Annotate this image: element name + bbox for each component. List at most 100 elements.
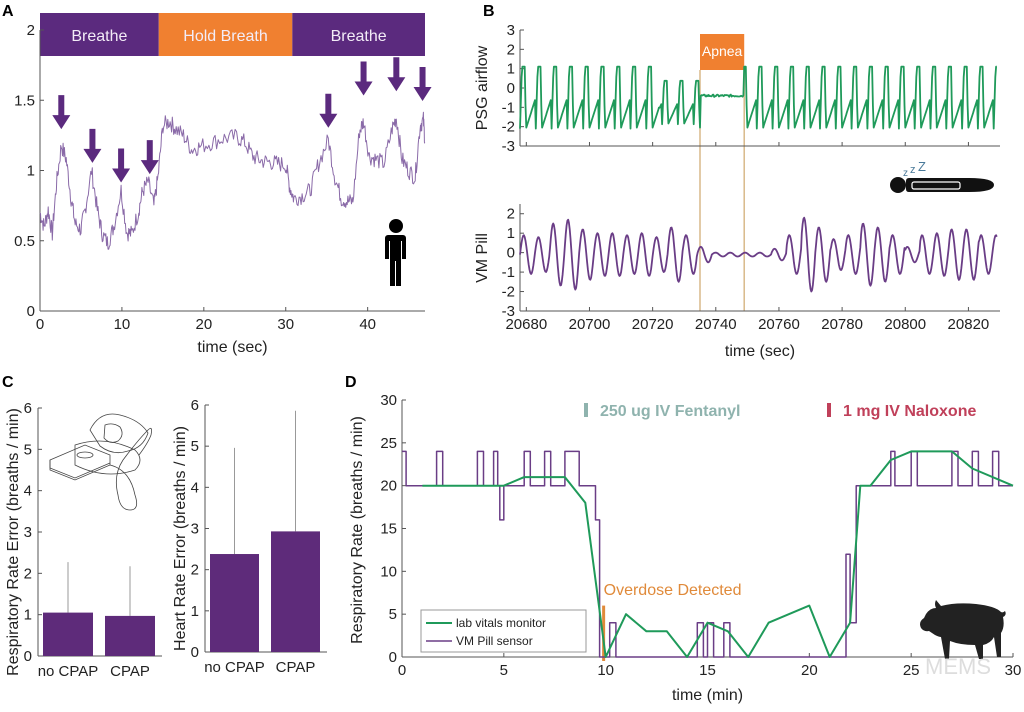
panel-label-a: A bbox=[2, 3, 14, 20]
x-tick-label: 30 bbox=[1005, 662, 1022, 679]
y-tick-label: 20 bbox=[380, 478, 397, 495]
y-tick-label: 0 bbox=[27, 303, 35, 320]
fentanyl-label: 250 ug IV Fentanyl bbox=[600, 403, 740, 420]
phase-label: Hold Breath bbox=[183, 28, 268, 45]
x-tick-label: 5 bbox=[500, 662, 508, 679]
x-tick-label: no CPAP bbox=[38, 663, 99, 680]
y-tick-label: -3 bbox=[502, 138, 515, 155]
y-tick-label: 1 bbox=[507, 61, 515, 78]
y-axis-title-vmpill: VM Pill bbox=[474, 233, 491, 283]
y-tick-label: 2 bbox=[507, 206, 515, 223]
x-tick-label: 20700 bbox=[569, 316, 611, 333]
svg-text:z: z bbox=[910, 164, 916, 176]
legend-box bbox=[420, 609, 587, 653]
x-tick-label: 20 bbox=[801, 662, 818, 679]
y-axis-title: Respiratory Rate Error (breaths / min) bbox=[5, 408, 22, 676]
x-tick-label: CPAP bbox=[110, 663, 150, 680]
bar bbox=[271, 531, 320, 652]
x-tick-label: 20780 bbox=[821, 316, 863, 333]
apnea-label: Apnea bbox=[702, 43, 743, 59]
x-tick-label: 15 bbox=[699, 662, 716, 679]
panel-label-c: C bbox=[2, 374, 14, 391]
y-tick-label: 2 bbox=[27, 22, 35, 39]
y-tick-label: 0.5 bbox=[14, 233, 35, 250]
x-tick-label: 20760 bbox=[758, 316, 800, 333]
naloxone-label: 1 mg IV Naloxone bbox=[843, 403, 976, 420]
arrow-marker bbox=[112, 148, 131, 183]
apnea-box bbox=[700, 34, 745, 70]
standing-person-icon bbox=[385, 219, 406, 286]
y-tick-label: 3 bbox=[24, 524, 32, 541]
legend-label-pill: VM Pill sensor bbox=[456, 634, 533, 648]
x-tick-label: 40 bbox=[359, 316, 376, 333]
x-tick-label: 0 bbox=[36, 316, 44, 333]
cpap-patient-illustration bbox=[49, 413, 152, 511]
y-tick-label: 5 bbox=[191, 438, 199, 455]
y-tick-label: 1.5 bbox=[14, 92, 35, 109]
y-tick-label: -3 bbox=[502, 303, 515, 320]
psg-airflow-line bbox=[519, 65, 997, 130]
x-tick-label: CPAP bbox=[276, 659, 316, 676]
y-tick-label: 1 bbox=[24, 607, 32, 624]
x-tick-label: 10 bbox=[597, 662, 614, 679]
naloxone-marker bbox=[827, 403, 831, 417]
x-axis-title: time (sec) bbox=[725, 343, 795, 360]
x-tick-label: 10 bbox=[114, 316, 131, 333]
watermark: MEMS bbox=[925, 654, 991, 679]
y-tick-label: 4 bbox=[24, 483, 32, 500]
panel-d: 0 5 10 15 20 25 30 0 5 10 15 20 25 30 Respiratory Rate… bbox=[349, 392, 1021, 704]
phase-label: Breathe bbox=[71, 28, 127, 45]
y-tick-label: -2 bbox=[502, 284, 515, 301]
phase-band bbox=[40, 13, 159, 56]
y-tick-label: 1 bbox=[27, 163, 35, 180]
y-tick-label: 1 bbox=[191, 603, 199, 620]
fentanyl-marker bbox=[584, 403, 588, 417]
phase-label: Breathe bbox=[331, 28, 387, 45]
x-tick-label: 20 bbox=[195, 316, 212, 333]
y-tick-label: 6 bbox=[191, 397, 199, 414]
svg-text:Z: Z bbox=[918, 159, 926, 174]
y-tick-label: 0 bbox=[191, 644, 199, 661]
y-axis-title: Respiratory Rate (breaths / min) bbox=[349, 416, 366, 644]
x-tick-label: 25 bbox=[903, 662, 920, 679]
y-tick-label: 0 bbox=[389, 649, 397, 666]
y-tick-label: -1 bbox=[502, 264, 515, 281]
y-axis-title-psg: PSG airflow bbox=[474, 45, 491, 130]
arrow-marker bbox=[52, 95, 71, 130]
y-tick-label: 5 bbox=[389, 606, 397, 623]
phase-band bbox=[292, 13, 425, 56]
y-tick-label: 5 bbox=[24, 441, 32, 458]
x-tick-label: 20740 bbox=[695, 316, 737, 333]
arrow-marker bbox=[354, 61, 373, 96]
y-tick-label: 2 bbox=[24, 565, 32, 582]
x-tick-label: 20820 bbox=[948, 316, 990, 333]
phase-band bbox=[158, 13, 293, 56]
y-tick-label: -2 bbox=[502, 119, 515, 136]
y-tick-label: 0 bbox=[24, 648, 32, 665]
overdose-marker bbox=[602, 605, 606, 661]
lab-vitals-monitor-line bbox=[422, 450, 1014, 658]
pig-icon bbox=[920, 600, 1006, 659]
overdose-label: Overdose Detected bbox=[604, 582, 742, 599]
y-tick-label: 6 bbox=[24, 400, 32, 417]
x-tick-label: 20800 bbox=[884, 316, 926, 333]
panel-label-d: D bbox=[345, 374, 357, 391]
x-axis-title: time (sec) bbox=[197, 339, 267, 356]
vm-pill-sensor-line bbox=[402, 450, 1013, 658]
x-tick-label: 20720 bbox=[632, 316, 674, 333]
y-tick-label: 0 bbox=[507, 245, 515, 262]
panel-c: 0 1 2 3 4 5 6 no CPAP CPAP Respiratory Rate Error… bbox=[5, 397, 327, 680]
y-tick-label: 2 bbox=[507, 41, 515, 58]
arrow-marker bbox=[140, 140, 159, 175]
x-tick-label: 20680 bbox=[505, 316, 547, 333]
x-axis-title: time (min) bbox=[672, 687, 743, 704]
svg-text:z: z bbox=[903, 168, 908, 179]
arrow-marker bbox=[83, 128, 102, 163]
y-tick-label: 30 bbox=[380, 392, 397, 409]
signal-line bbox=[39, 111, 426, 250]
y-tick-label: -1 bbox=[502, 99, 515, 116]
sleeping-person-icon: z z Z bbox=[890, 159, 994, 193]
bar bbox=[43, 612, 93, 656]
bar bbox=[105, 615, 155, 656]
